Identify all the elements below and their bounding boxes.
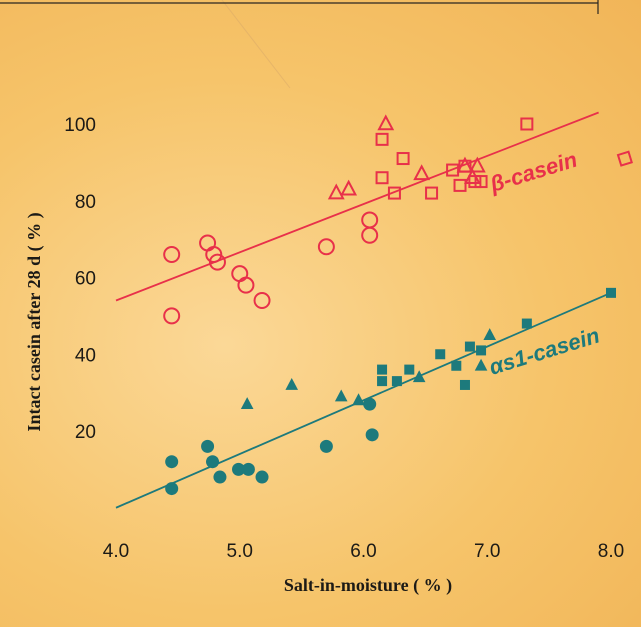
beta-triangle-point <box>413 164 431 181</box>
x-tick-label: 5.0 <box>227 541 253 562</box>
beta-triangle-point <box>340 179 358 196</box>
beta-circle-point <box>237 276 255 294</box>
beta-circle-point <box>361 226 379 244</box>
alpha-triangle-point <box>240 397 254 410</box>
beta-square-point <box>375 132 389 146</box>
x-tick-label: 4.0 <box>103 541 129 562</box>
y-axis-title: Intact casein after 28 d ( % ) <box>24 212 45 431</box>
alpha-circle-point <box>165 482 179 496</box>
beta-triangle-point <box>468 156 486 173</box>
paper-fold <box>221 0 291 89</box>
beta-circle-point <box>208 253 226 271</box>
beta-circle-point <box>205 245 223 263</box>
alpha-circle-point <box>206 455 220 469</box>
beta-circle-point <box>361 211 379 229</box>
alpha-circle-point <box>213 470 227 484</box>
alpha-square-point <box>391 376 402 387</box>
beta-square-point <box>453 178 467 192</box>
beta-trend-line <box>115 111 599 302</box>
alpha-triangle-point <box>474 358 488 371</box>
beta-square-point <box>425 186 439 200</box>
beta-casein-label: β-casein <box>486 147 580 197</box>
alpha-triangle-point <box>334 389 348 402</box>
beta-square-point <box>446 163 460 177</box>
alpha-square-point <box>451 360 462 371</box>
alpha-square-point <box>521 318 532 329</box>
alpha-casein-label: αs1-casein <box>486 323 602 380</box>
alpha-circle-point <box>319 439 333 453</box>
beta-square-point <box>387 186 401 200</box>
markers <box>163 114 616 496</box>
alpha-square-point <box>377 364 388 375</box>
alpha-circle-point <box>363 397 377 411</box>
beta-casein-label-square-icon <box>616 150 633 167</box>
alpha-square-point <box>404 364 415 375</box>
alpha-square-point <box>606 287 616 298</box>
x-tick-label: 8.0 <box>598 541 624 562</box>
x-axis-title: Salt-in-moisture ( % ) <box>284 575 452 596</box>
y-tick-label: 20 <box>75 422 96 443</box>
trend-lines <box>115 111 612 509</box>
beta-circle-point <box>253 292 271 310</box>
beta-circle-point <box>199 234 217 252</box>
beta-circle-point <box>163 245 181 263</box>
alpha-circle-point <box>201 439 215 453</box>
beta-square-point <box>474 175 488 189</box>
alpha-square-point <box>377 376 388 387</box>
beta-triangle-point <box>327 183 345 200</box>
alpha-triangle-point <box>285 377 299 390</box>
alpha-circle-point <box>255 470 269 484</box>
alpha-square-point <box>459 379 470 390</box>
alpha-circle-point <box>165 455 179 469</box>
alpha-square-point <box>435 349 446 360</box>
x-tick-label: 6.0 <box>350 541 376 562</box>
beta-triangle-point <box>377 114 395 131</box>
alpha-circle-point <box>241 462 255 476</box>
alpha-circle-point <box>232 462 246 476</box>
alpha-square-point <box>476 345 487 356</box>
beta-square-point <box>375 171 389 185</box>
beta-square-point <box>520 117 534 131</box>
y-tick-label: 40 <box>75 345 96 366</box>
tick-labels: 4.0 5.0 6.0 7.0 8.0 20 40 60 80 100 <box>64 115 624 562</box>
beta-square-point <box>396 152 410 166</box>
beta-circle-point <box>163 307 181 325</box>
alpha-triangle-point <box>483 328 497 340</box>
alpha-circle-point <box>365 428 379 442</box>
alpha-triangle-point <box>412 370 426 383</box>
alpha-trend-line <box>115 292 612 509</box>
beta-circle-point <box>231 265 249 283</box>
x-tick-label: 7.0 <box>474 541 500 562</box>
beta-square-point <box>458 159 472 173</box>
y-tick-label: 60 <box>75 269 96 290</box>
alpha-triangle-point <box>352 393 365 406</box>
y-tick-label: 80 <box>75 192 96 213</box>
y-tick-label: 100 <box>64 115 96 136</box>
alpha-square-point <box>464 341 475 352</box>
beta-circle-point <box>317 238 335 256</box>
